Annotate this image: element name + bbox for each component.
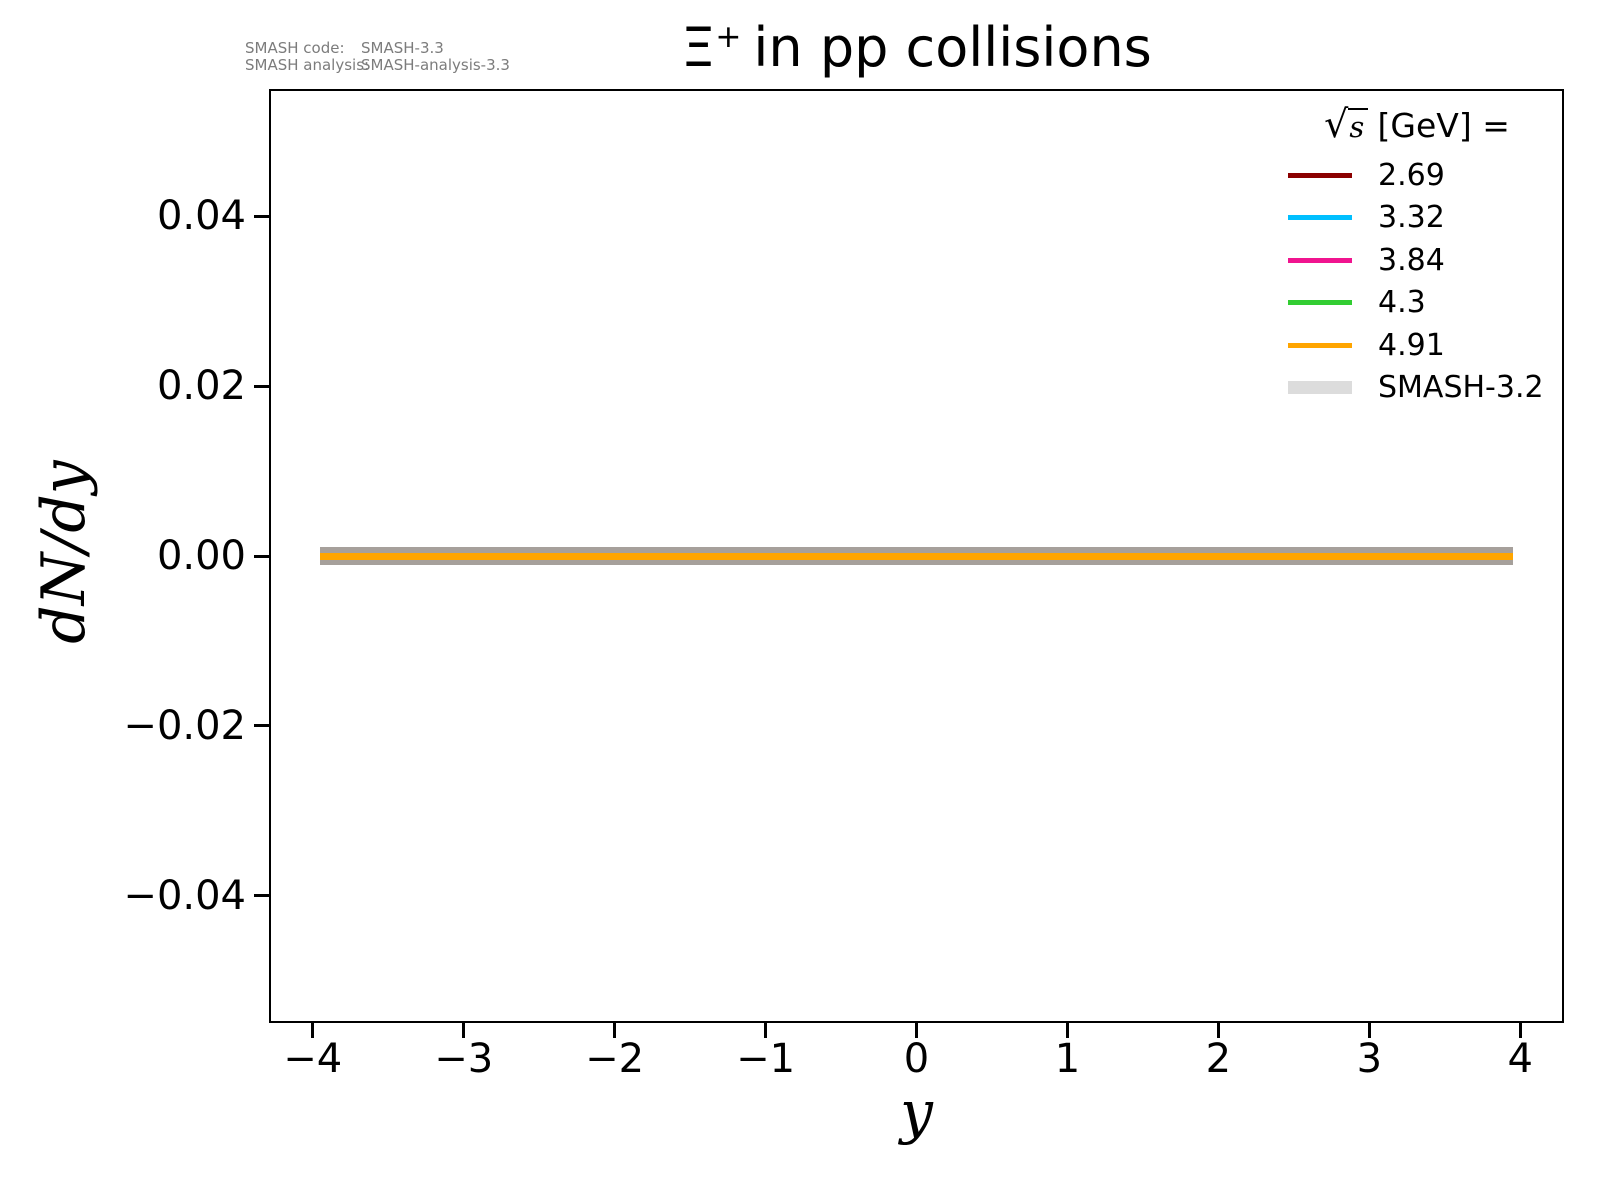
sqrt-icon: √ [1324,102,1349,146]
smash-analysis-row: SMASH analysis:SMASH-analysis-3.3 [245,57,510,74]
x-tick-label: −3 [434,1036,494,1082]
smash-code-row: SMASH code: SMASH-3.3 [245,40,510,57]
legend-entry: 3.84 [1288,239,1546,282]
legend-swatch [1288,215,1352,221]
chart-title-rest: in pp collisions [753,16,1152,79]
y-tick-label: 0.02 [156,363,246,410]
x-tick [1367,1023,1371,1038]
legend-entry: SMASH-3.2 [1288,367,1546,410]
legend-entry: 3.32 [1288,197,1546,240]
legend-label: 3.84 [1378,242,1445,278]
legend-swatch [1288,300,1352,306]
x-tick [1216,1023,1220,1038]
legend-entry: 2.69 [1288,154,1546,197]
legend-title-sqrt-arg: s [1348,108,1369,144]
legend-entry: 4.91 [1288,324,1546,367]
smash-analysis-label: SMASH analysis: [245,56,370,74]
legend-label: SMASH-3.2 [1378,370,1544,406]
x-tick [311,1023,315,1038]
x-tick-label: 1 [1054,1036,1081,1082]
legend-entries: 2.69 3.32 3.84 4.3 4.91 SMASH-3.2 [1288,154,1546,409]
legend-title-units: [GeV] = [1377,106,1510,145]
legend-label: 4.3 [1378,285,1426,321]
y-axis-label: dN/dy [29,460,99,644]
legend-swatch [1288,257,1352,263]
y-tick [254,554,269,558]
y-tick [254,894,269,898]
smash-analysis-value: SMASH-analysis-3.3 [361,56,510,74]
y-tick-label: −0.02 [123,702,246,749]
legend-swatch [1288,381,1352,395]
chart-title-superscript: + [715,19,742,55]
legend-label: 2.69 [1378,157,1445,193]
x-tick [915,1023,918,1038]
x-axis-label: y [900,1078,933,1146]
legend-label: 4.91 [1378,327,1445,363]
legend-entry: 4.3 [1288,282,1546,325]
x-tick [462,1023,466,1038]
chart-title: Ξ+ in pp collisions [269,16,1564,79]
x-tick-label: 4 [1507,1036,1533,1082]
y-tick-label: 0.00 [156,533,246,579]
x-tick-label: 2 [1205,1036,1232,1082]
legend-swatch [1288,342,1352,348]
y-tick [254,214,269,218]
x-tick-label: −1 [736,1036,796,1082]
smash-version-annotation: SMASH code: SMASH-3.3 SMASH analysis:SMAS… [245,40,510,74]
x-tick-label: 3 [1356,1036,1383,1082]
smash-code-value: SMASH-3.3 [361,39,444,57]
y-tick-label: 0.04 [156,193,246,240]
x-tick [613,1023,617,1038]
legend-swatch [1288,172,1352,178]
y-tick [254,384,269,388]
y-tick-label: −0.04 [123,872,246,919]
x-tick [1065,1023,1069,1038]
legend-title: √s [GeV] = [1288,100,1546,152]
legend-label: 3.32 [1378,200,1445,236]
smash-code-label: SMASH code: [245,39,345,57]
x-tick [764,1023,768,1038]
x-tick [1518,1023,1522,1038]
x-tick-label: −2 [585,1036,645,1082]
chart-title-particle: Ξ [681,16,716,79]
x-tick-label: −4 [283,1036,343,1082]
x-tick-label: 0 [903,1036,930,1082]
y-tick [254,724,269,728]
legend: √s [GeV] = 2.69 3.32 3.84 4.3 4.91 SMASH-3.2 [1288,100,1546,409]
plot-area [269,89,1564,1023]
